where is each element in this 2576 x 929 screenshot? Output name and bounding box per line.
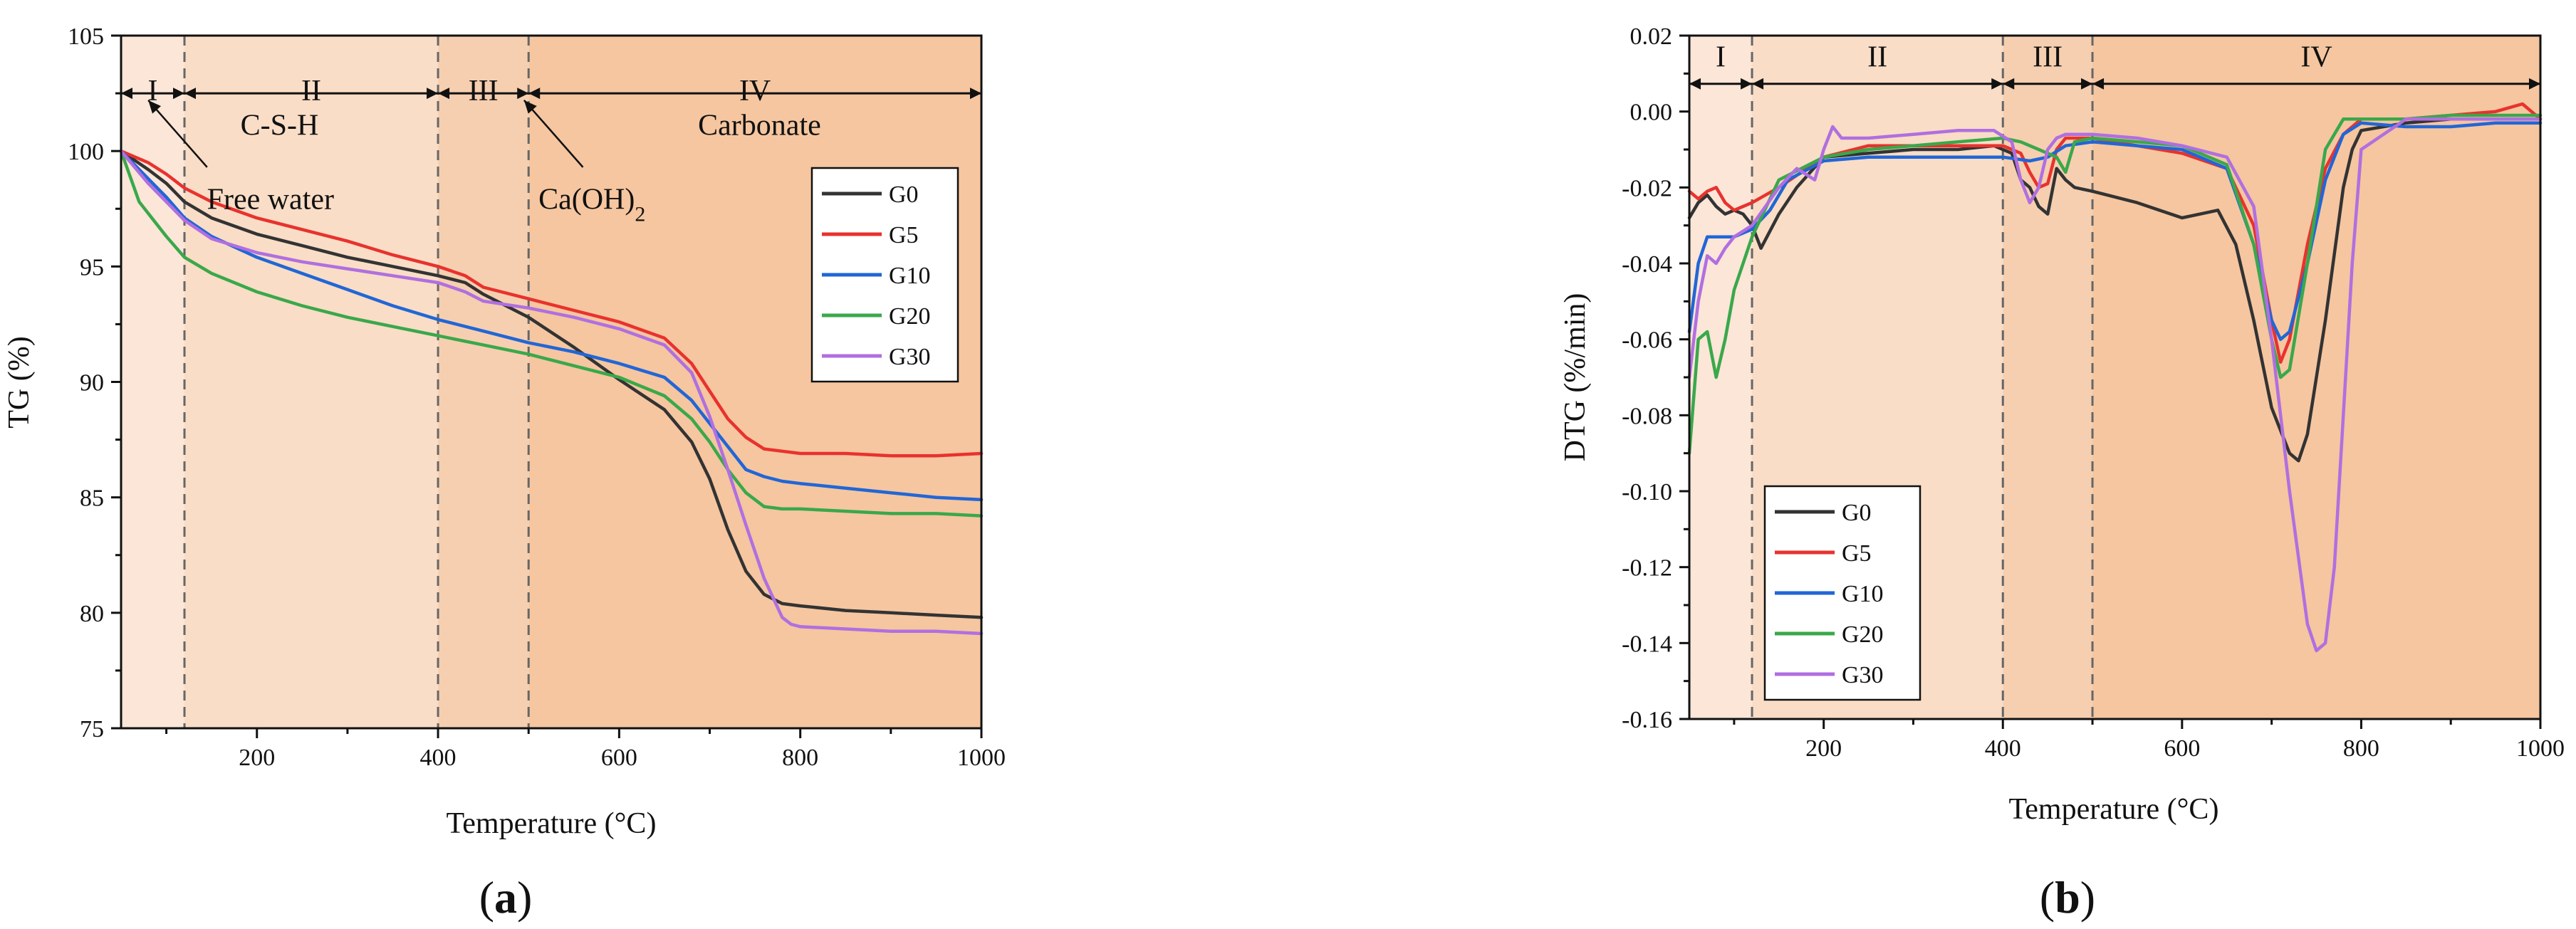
x-tick-label: 800 bbox=[2343, 735, 2379, 762]
legend-label-g20: G20 bbox=[1842, 621, 1884, 648]
arrow-head bbox=[1689, 78, 1701, 90]
y-tick-label: 85 bbox=[80, 486, 104, 512]
arrow-head bbox=[1991, 78, 2003, 90]
legend: G0 G5 G10 G20 G30 bbox=[810, 167, 959, 383]
series-line-g20 bbox=[119, 149, 984, 518]
legend-label-g10: G10 bbox=[1842, 581, 1884, 607]
arrow-head bbox=[121, 88, 132, 100]
panel-label: (b) bbox=[2040, 872, 2095, 923]
x-tick-label: 400 bbox=[1985, 735, 2021, 762]
y-tick-label: -0.14 bbox=[1622, 631, 1672, 657]
legend-label-g5: G5 bbox=[1842, 540, 1872, 567]
region-arrows: I II III IV bbox=[121, 75, 981, 107]
y-tick-label: 105 bbox=[68, 23, 104, 50]
annotation-arrow bbox=[523, 99, 584, 168]
axis-ticks: 200 400 600 800 1000 75 80 85 90 95 100 105 bbox=[68, 23, 1006, 771]
arrow-head bbox=[438, 88, 450, 100]
series-line-g0 bbox=[119, 149, 984, 619]
x-tick-label: 200 bbox=[239, 745, 275, 771]
series-line-g5 bbox=[119, 149, 984, 458]
arrow-head bbox=[427, 88, 439, 100]
arrow-head bbox=[184, 88, 197, 100]
axis-ticks: 200 400 600 800 1000 -0.16 -0.14 -0.12 -0.10 -0.0… bbox=[1622, 23, 2565, 762]
legend-label-g5: G5 bbox=[889, 222, 919, 248]
panel-b-dtg-chart: I II III IV 200 400 600 800 1000-0.16-0.14-0.12… bbox=[1559, 23, 2565, 923]
y-axis-title: TG (%) bbox=[3, 336, 36, 428]
x-tick-label: 600 bbox=[601, 745, 637, 771]
annotation-arrow-head bbox=[148, 100, 162, 114]
series-line-g30 bbox=[119, 149, 984, 636]
region-band-1 bbox=[121, 36, 185, 728]
y-tick-label: 75 bbox=[80, 716, 104, 742]
series-line-g20 bbox=[1687, 113, 2543, 455]
x-tick-label: 1000 bbox=[957, 745, 1006, 771]
y-tick-label: 95 bbox=[80, 254, 104, 280]
region-label: II bbox=[301, 75, 321, 107]
region-label: III bbox=[2033, 41, 2063, 74]
legend-label-g30: G30 bbox=[889, 344, 931, 370]
y-tick-label: -0.12 bbox=[1622, 555, 1672, 582]
y-tick-label: -0.06 bbox=[1622, 327, 1672, 354]
arrow-head bbox=[173, 88, 185, 100]
x-tick-label: 600 bbox=[2164, 735, 2200, 762]
arrow-head bbox=[2003, 78, 2015, 90]
arrow-head bbox=[2092, 78, 2105, 90]
y-tick-label: 90 bbox=[80, 370, 104, 397]
region-label: IV bbox=[739, 75, 771, 107]
y-tick-label: -0.02 bbox=[1622, 175, 1672, 201]
legend-label-g30: G30 bbox=[1842, 662, 1884, 688]
y-tick-label: -0.04 bbox=[1622, 251, 1672, 278]
arrow-head bbox=[1752, 78, 1764, 90]
annotation-arrow-head bbox=[523, 100, 537, 114]
y-tick-label: 80 bbox=[80, 601, 104, 627]
arrow-head bbox=[2529, 78, 2540, 90]
legend-label-g20: G20 bbox=[889, 303, 931, 330]
region-arrows: I II III IV bbox=[1689, 41, 2540, 90]
x-axis-title: Temperature (°C) bbox=[447, 807, 657, 840]
arrow-head bbox=[528, 88, 541, 100]
series-line-g10 bbox=[1687, 121, 2543, 341]
arrow-head bbox=[970, 88, 981, 100]
annotation-arrow bbox=[147, 99, 208, 168]
arrow-head bbox=[1741, 78, 1753, 90]
legend-label-g0: G0 bbox=[1842, 500, 1872, 526]
x-tick-label: 1000 bbox=[2516, 735, 2565, 762]
y-axis-title: DTG (%/min) bbox=[1559, 293, 1592, 462]
region-label: I bbox=[148, 75, 158, 107]
arrow-head bbox=[2081, 78, 2093, 90]
x-tick-label: 400 bbox=[420, 745, 457, 771]
y-tick-label: 100 bbox=[68, 139, 104, 165]
region-band-3 bbox=[438, 36, 529, 728]
x-axis-title: Temperature (°C) bbox=[2009, 793, 2219, 826]
arrow-head bbox=[517, 88, 529, 100]
region-label: III bbox=[469, 75, 499, 107]
series-line-g30 bbox=[1687, 117, 2543, 653]
y-tick-label: 0.00 bbox=[1630, 100, 1673, 126]
region-label: I bbox=[1716, 41, 1726, 74]
annotation-text: Carbonate bbox=[698, 109, 821, 142]
y-tick-label: -0.08 bbox=[1622, 403, 1672, 429]
legend-label-g0: G0 bbox=[889, 182, 919, 208]
region-band-2 bbox=[184, 36, 439, 728]
region-label: II bbox=[1867, 41, 1887, 74]
y-tick-label: 0.02 bbox=[1630, 23, 1673, 50]
x-tick-label: 800 bbox=[782, 745, 818, 771]
region-divider-lines bbox=[183, 36, 530, 728]
region-label: IV bbox=[2300, 41, 2332, 74]
legend: G0 G5 G10 G20 G30 bbox=[1763, 485, 1921, 701]
panel-label: (a) bbox=[479, 872, 533, 923]
data-series bbox=[1687, 102, 2543, 653]
y-tick-label: -0.10 bbox=[1622, 479, 1672, 505]
annotation-text: C-S-H bbox=[241, 109, 319, 142]
data-series bbox=[119, 149, 984, 636]
x-tick-label: 200 bbox=[1805, 735, 1842, 762]
y-tick-label: -0.16 bbox=[1622, 707, 1672, 733]
legend-label-g10: G10 bbox=[889, 263, 931, 289]
annotation-text: Free water bbox=[207, 183, 334, 216]
region-band-1 bbox=[1689, 36, 1753, 719]
